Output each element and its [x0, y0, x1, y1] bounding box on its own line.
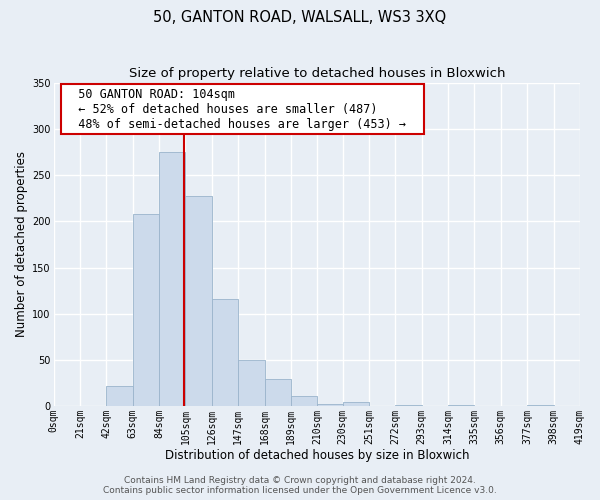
Bar [265, 379, 291, 406]
Bar [133, 214, 159, 406]
Text: Contains HM Land Registry data © Crown copyright and database right 2024.
Contai: Contains HM Land Registry data © Crown c… [103, 476, 497, 495]
Bar [448, 405, 475, 406]
Bar [106, 386, 133, 406]
Bar [212, 299, 238, 406]
Bar [343, 402, 369, 406]
Bar [291, 396, 317, 406]
Bar [317, 404, 343, 406]
Bar [395, 405, 422, 406]
Title: Size of property relative to detached houses in Bloxwich: Size of property relative to detached ho… [128, 68, 505, 80]
Bar [238, 360, 265, 406]
Bar [185, 196, 212, 406]
Text: 50, GANTON ROAD, WALSALL, WS3 3XQ: 50, GANTON ROAD, WALSALL, WS3 3XQ [154, 10, 446, 25]
Bar [527, 405, 554, 406]
Y-axis label: Number of detached properties: Number of detached properties [15, 152, 28, 338]
Text: 50 GANTON ROAD: 104sqm  
  ← 52% of detached houses are smaller (487)  
  48% of: 50 GANTON ROAD: 104sqm ← 52% of detached… [64, 88, 421, 131]
Bar [159, 152, 185, 406]
X-axis label: Distribution of detached houses by size in Bloxwich: Distribution of detached houses by size … [164, 450, 469, 462]
